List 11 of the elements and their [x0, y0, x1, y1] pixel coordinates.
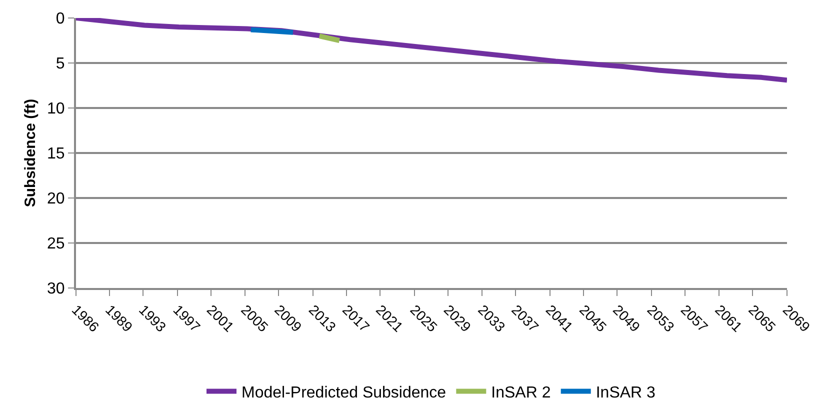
legend-label: InSAR 2: [491, 384, 551, 402]
y-tick-label: 5: [56, 56, 65, 73]
y-axis-title: Subsidence (ft): [22, 98, 39, 208]
y-tick-label: 10: [47, 100, 65, 118]
legend-label: InSAR 3: [596, 384, 656, 402]
y-tick-label: 30: [47, 280, 65, 298]
legend-label: Model-Predicted Subsidence: [242, 384, 446, 402]
y-tick-label: 0: [56, 10, 65, 28]
y-tick-label: 15: [47, 146, 65, 163]
y-tick-label: 20: [47, 190, 65, 208]
y-tick-label: 25: [47, 236, 65, 253]
